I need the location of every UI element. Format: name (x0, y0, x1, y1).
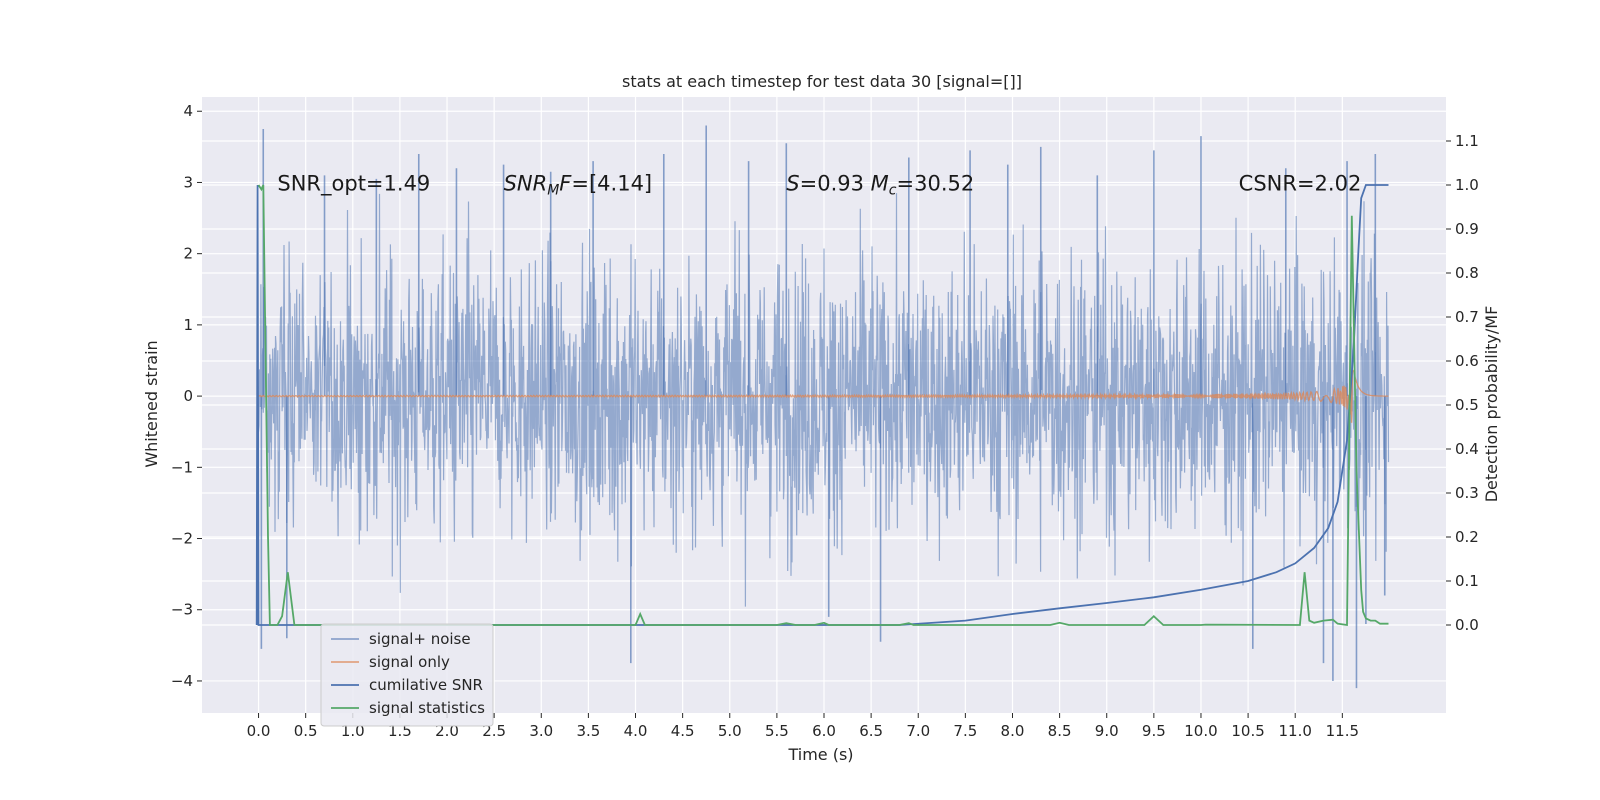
cumulative-snr-line (255, 184, 1389, 626)
x-tick-label: 4.0 (624, 722, 648, 740)
x-tick-label: 11.0 (1279, 722, 1312, 740)
annotation-part: F (559, 171, 572, 195)
annotation-part: M (871, 171, 889, 195)
annotation-part: SNR (504, 171, 548, 195)
y-tick-label-right: 0.8 (1455, 264, 1479, 282)
x-tick-label: 5.5 (765, 722, 789, 740)
noise-trace (257, 193, 1390, 607)
y-tick-label-right: 0.2 (1455, 528, 1479, 546)
x-tick-label: 6.5 (859, 722, 883, 740)
x-tick-label: 3.5 (576, 722, 600, 740)
x-tick-label: 0.5 (294, 722, 318, 740)
annotation-part: =0.93 (800, 171, 871, 195)
annotation-part: =30.52 (897, 171, 975, 195)
x-tick-label: 10.5 (1231, 722, 1264, 740)
y-tick-label-right: 0.4 (1455, 440, 1479, 458)
annotation-2: SNRMF=[4.14] (504, 171, 653, 198)
y-tick-label-right: 0.7 (1455, 308, 1479, 326)
x-tick-label: 9.0 (1095, 722, 1119, 740)
y-tick-label-right: 0.3 (1455, 484, 1479, 502)
legend-label-2: signal only (369, 653, 450, 671)
x-tick-label: 8.0 (1001, 722, 1025, 740)
legend-label-3: cumilative SNR (369, 676, 483, 694)
y-tick-label-left: −2 (171, 530, 193, 548)
annotation-part: c (889, 182, 897, 198)
y-tick-label-right: 0.5 (1455, 396, 1479, 414)
y-tick-label-right: 0.6 (1455, 352, 1479, 370)
annotation-part: S (786, 171, 799, 195)
annotation-part: =[4.14] (571, 171, 652, 195)
legend-label-1: signal+ noise (369, 630, 471, 648)
x-axis-label: Time (s) (787, 745, 853, 764)
x-tick-label: 6.0 (812, 722, 836, 740)
y-tick-label-right: 1.1 (1455, 132, 1479, 150)
y-tick-label-left: 0 (183, 387, 193, 405)
x-tick-label: 5.0 (718, 722, 742, 740)
x-tick-label: 10.0 (1184, 722, 1217, 740)
x-tick-label: 7.0 (906, 722, 930, 740)
y-axis-label-right: Detection probability/MF (1482, 306, 1501, 503)
y-tick-label-left: −1 (171, 458, 193, 476)
legend-label-4: signal statistics (369, 699, 485, 717)
y-tick-label-left: 2 (183, 245, 193, 263)
y-tick-label-left: −3 (171, 601, 193, 619)
y-tick-label-left: 1 (183, 316, 193, 334)
annotation-3: S=0.93 Mc=30.52 (786, 171, 974, 198)
annotation-1: SNR_opt=1.49 (277, 171, 430, 196)
y-tick-label-right: 0.9 (1455, 220, 1479, 238)
y-tick-label-right: 0.1 (1455, 572, 1479, 590)
y-axis-label-left: Whitened strain (142, 340, 161, 467)
x-tick-label: 8.5 (1048, 722, 1072, 740)
x-tick-label: 3.0 (529, 722, 553, 740)
y-tick-label-left: 3 (183, 173, 193, 191)
y-tick-label-right: 1.0 (1455, 176, 1479, 194)
chart-title: stats at each timestep for test data 30 … (622, 72, 1022, 91)
legend-box (320, 623, 494, 727)
annotation-part: M (547, 182, 559, 198)
y-tick-label-right: 0.0 (1455, 616, 1479, 634)
signal-only-line (258, 369, 1389, 423)
x-tick-label: 4.5 (671, 722, 695, 740)
x-tick-label: 9.5 (1142, 722, 1166, 740)
x-tick-label: 11.5 (1326, 722, 1359, 740)
y-tick-label-left: 4 (183, 102, 193, 120)
y-tick-label-left: −4 (171, 672, 193, 690)
annotation-4: CSNR=2.02 (1239, 171, 1362, 195)
x-tick-label: 7.5 (953, 722, 977, 740)
x-tick-label: 0.0 (247, 722, 271, 740)
signal-statistics-line (257, 184, 1389, 627)
